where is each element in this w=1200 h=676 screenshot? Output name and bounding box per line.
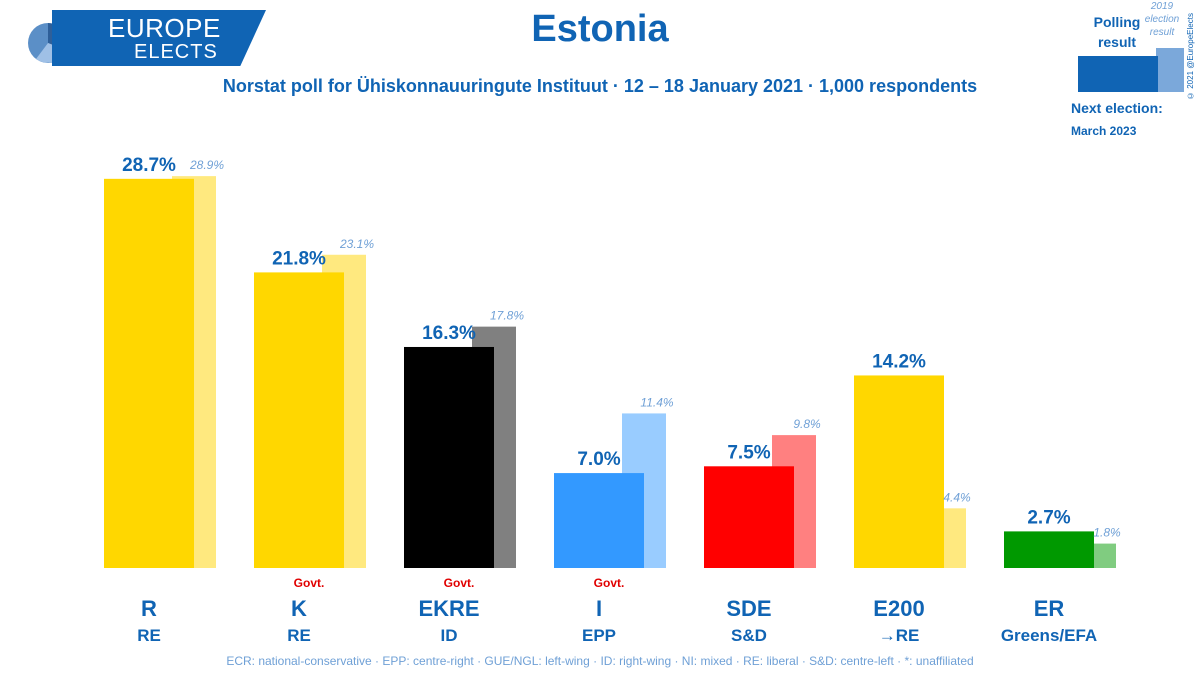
election-bar-ekre [494, 326, 516, 568]
page-title: Estonia [531, 8, 669, 50]
legend-election-swatch [1156, 48, 1184, 92]
next-election-label: Next election: [1071, 100, 1163, 116]
poll-bar-r [104, 178, 194, 568]
govt-marker: Govt. [444, 576, 475, 590]
election-bar-k [344, 254, 366, 569]
party-group-label: RE [137, 626, 161, 645]
govt-marker: Govt. [594, 576, 625, 590]
party-group-label: RE [287, 626, 311, 645]
election-value-label: 1.8% [1093, 526, 1121, 540]
poll-value-label: 16.3% [422, 323, 476, 344]
party-label: I [596, 596, 602, 621]
election-bar-er [1094, 543, 1116, 568]
poll-value-label: 28.7% [122, 155, 176, 176]
election-value-label: 23.1% [339, 237, 374, 251]
party-label: E200 [873, 596, 924, 621]
poll-value-label: 21.8% [272, 248, 326, 269]
poll-bar-ekre [404, 346, 494, 568]
election-bar-e200 [944, 508, 966, 568]
party-group-label: Greens/EFA [1001, 626, 1097, 645]
election-value-label: 28.9% [189, 158, 224, 172]
europe-elects-logo: EUROPE ELECTS [22, 10, 267, 68]
election-value-label: 4.4% [943, 490, 971, 504]
party-label: ER [1034, 596, 1065, 621]
logo-banner [52, 10, 266, 66]
election-bar-sde [794, 435, 816, 568]
party-label: K [291, 596, 307, 621]
poll-value-label: 14.2% [872, 351, 926, 372]
poll-value-label: 7.5% [727, 442, 770, 463]
party-group-label: S&D [731, 626, 767, 645]
poll-value-label: 7.0% [577, 449, 620, 470]
party-label: SDE [726, 596, 771, 621]
party-group-label: EPP [582, 626, 616, 645]
govt-marker: Govt. [294, 576, 325, 590]
legend-polling-swatch [1078, 56, 1158, 92]
election-value-label: 17.8% [490, 309, 524, 323]
logo-text-elects: ELECTS [134, 41, 218, 63]
election-bar-i [644, 413, 666, 568]
party-label: R [141, 596, 157, 621]
poll-bar-i [554, 473, 644, 568]
poll-bar-e200 [854, 375, 944, 568]
next-election-date: March 2023 [1071, 124, 1137, 138]
party-label: EKRE [418, 596, 479, 621]
election-value-label: 9.8% [793, 417, 821, 431]
poll-bar-k [254, 272, 344, 568]
legend-polling-label: Polling result [1093, 14, 1141, 50]
election-bar-r [194, 176, 216, 568]
party-group-label: →RE [879, 626, 920, 645]
poll-bar-er [1004, 531, 1094, 568]
group-footnote: ECR: national-conservative · EPP: centre… [226, 654, 974, 668]
logo-text-europe: EUROPE [108, 13, 221, 43]
poll-subtitle: Norstat poll for Ühiskonnauuringute Inst… [222, 76, 978, 96]
party-group-label: ID [441, 626, 458, 645]
legend-election-label: 2019 election result [1144, 1, 1180, 38]
poll-bar-sde [704, 466, 794, 568]
election-value-label: 11.4% [640, 395, 673, 409]
poll-value-label: 2.7% [1027, 507, 1070, 528]
